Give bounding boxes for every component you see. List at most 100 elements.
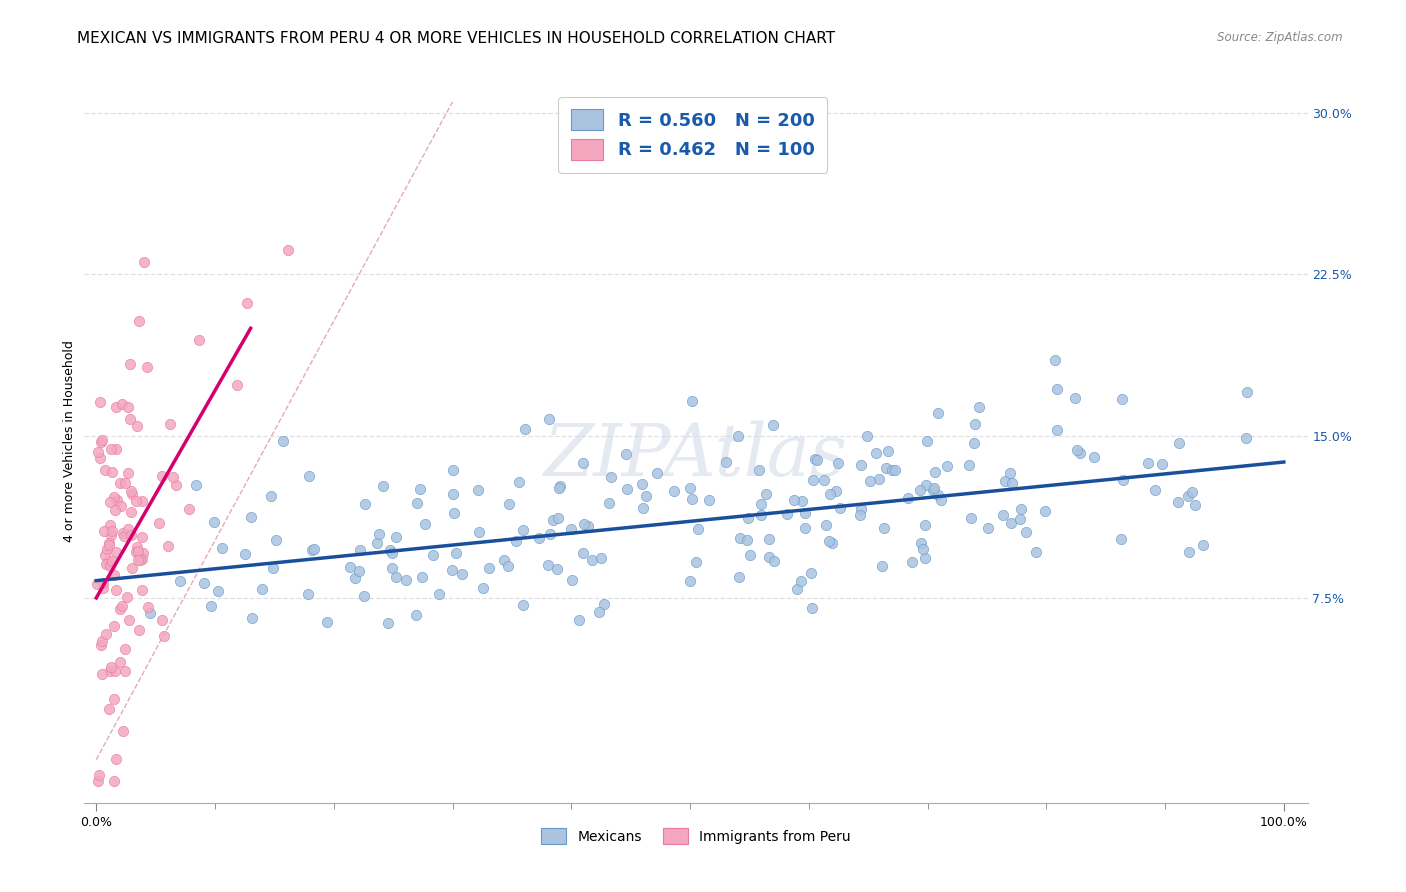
Point	[105, 544, 128, 558]
Point	[121, 487, 143, 501]
Text: ZIPAtlas: ZIPAtlas	[544, 421, 848, 491]
Point	[1152, 457, 1174, 471]
Point	[876, 444, 898, 458]
Point	[110, 499, 132, 513]
Point	[914, 518, 936, 533]
Point	[427, 587, 450, 601]
Point	[111, 396, 134, 410]
Point	[104, 665, 127, 679]
Point	[538, 412, 561, 426]
Point	[202, 515, 225, 529]
Point	[131, 494, 153, 508]
Point	[538, 527, 561, 541]
Point	[1234, 431, 1257, 445]
Point	[132, 546, 155, 560]
Point	[512, 523, 534, 537]
Point	[1000, 467, 1022, 481]
Point	[681, 394, 703, 409]
Point	[103, 692, 125, 706]
Point	[849, 458, 872, 472]
Point	[91, 667, 114, 681]
Point	[162, 470, 184, 484]
Point	[103, 618, 125, 632]
Point	[593, 597, 616, 611]
Point	[405, 495, 427, 509]
Point	[527, 531, 550, 545]
Point	[111, 599, 134, 613]
Point	[93, 524, 115, 538]
Point	[128, 314, 150, 328]
Point	[125, 493, 148, 508]
Point	[91, 433, 114, 447]
Point	[728, 570, 751, 584]
Point	[98, 559, 121, 574]
Point	[868, 472, 890, 486]
Point	[100, 659, 122, 673]
Point	[118, 613, 141, 627]
Point	[298, 469, 321, 483]
Point	[94, 627, 117, 641]
Point	[98, 538, 121, 552]
Point	[547, 481, 569, 495]
Text: MEXICAN VS IMMIGRANTS FROM PERU 4 OR MORE VEHICLES IN HOUSEHOLD CORRELATION CHAR: MEXICAN VS IMMIGRANTS FROM PERU 4 OR MOR…	[77, 31, 835, 46]
Point	[114, 664, 136, 678]
Point	[101, 524, 124, 539]
Point	[112, 529, 135, 543]
Point	[1166, 495, 1188, 509]
Point	[233, 547, 256, 561]
Point	[776, 508, 799, 522]
Point	[859, 474, 882, 488]
Point	[177, 501, 200, 516]
Point	[150, 469, 173, 483]
Point	[152, 629, 174, 643]
Point	[103, 774, 125, 789]
Point	[411, 570, 433, 584]
Point	[1046, 423, 1069, 437]
Point	[339, 560, 361, 574]
Point	[368, 527, 391, 541]
Point	[749, 498, 772, 512]
Point	[960, 510, 983, 524]
Point	[105, 401, 128, 415]
Point	[97, 554, 120, 568]
Point	[560, 522, 582, 536]
Point	[413, 517, 436, 532]
Point	[156, 539, 179, 553]
Point	[93, 581, 115, 595]
Point	[1015, 524, 1038, 539]
Text: Source: ZipAtlas.com: Source: ZipAtlas.com	[1218, 31, 1343, 45]
Point	[451, 566, 474, 581]
Point	[598, 496, 620, 510]
Point	[1181, 485, 1204, 500]
Point	[537, 558, 560, 573]
Point	[395, 573, 418, 587]
Point	[117, 400, 139, 414]
Point	[1025, 545, 1047, 559]
Point	[814, 518, 837, 533]
Point	[131, 582, 153, 597]
Point	[1008, 511, 1031, 525]
Point	[927, 406, 949, 420]
Point	[98, 536, 121, 550]
Point	[297, 587, 319, 601]
Point	[98, 518, 121, 533]
Point	[865, 446, 887, 460]
Point	[714, 455, 737, 469]
Point	[994, 474, 1017, 488]
Point	[117, 522, 139, 536]
Point	[148, 516, 170, 531]
Point	[924, 481, 946, 495]
Point	[101, 554, 124, 568]
Point	[188, 333, 211, 347]
Point	[498, 497, 520, 511]
Point	[120, 527, 142, 541]
Point	[849, 501, 872, 516]
Point	[96, 541, 118, 556]
Point	[547, 511, 569, 525]
Point	[572, 456, 595, 470]
Point	[631, 500, 654, 515]
Point	[818, 533, 841, 548]
Point	[794, 521, 817, 535]
Point	[792, 494, 814, 508]
Point	[207, 584, 229, 599]
